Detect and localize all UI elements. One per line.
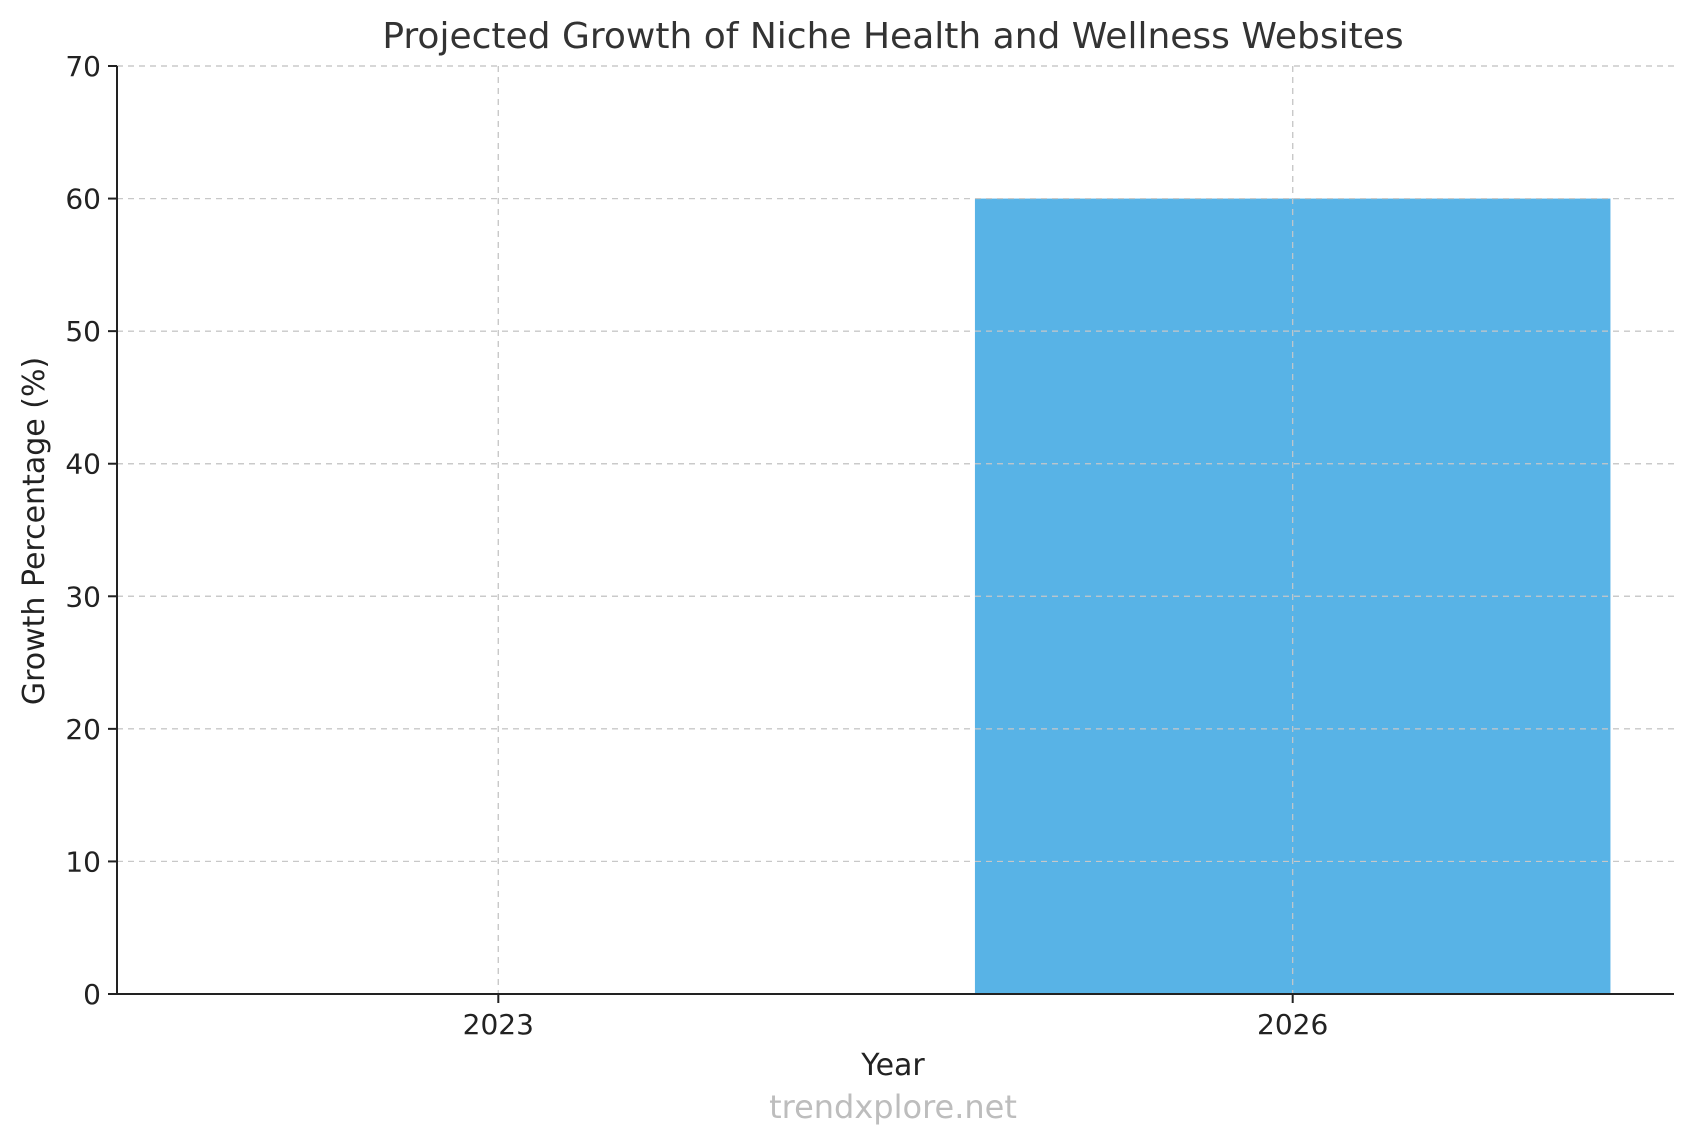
x-ticks: 2023 2026 bbox=[463, 994, 1328, 1041]
y-tick-label: 10 bbox=[65, 845, 101, 878]
bars bbox=[117, 65, 1674, 995]
y-tick-label: 50 bbox=[65, 315, 101, 348]
y-tick-label: 0 bbox=[83, 978, 101, 1011]
y-ticks: 0 10 20 30 40 50 60 70 bbox=[65, 50, 117, 1011]
axes bbox=[116, 66, 1674, 995]
y-tick-label: 20 bbox=[65, 713, 101, 746]
y-tick-label: 70 bbox=[65, 50, 101, 83]
x-tick-label: 2026 bbox=[1257, 1008, 1328, 1041]
y-tick-label: 30 bbox=[65, 580, 101, 613]
y-tick-label: 60 bbox=[65, 183, 101, 216]
y-axis-label: Growth Percentage (%) bbox=[17, 357, 52, 705]
x-tick-label: 2023 bbox=[463, 1008, 534, 1041]
y-tick-label: 40 bbox=[65, 448, 101, 481]
chart-title: Projected Growth of Niche Health and Wel… bbox=[382, 16, 1403, 57]
watermark: trendxplore.net bbox=[769, 1088, 1017, 1126]
x-axis-label: Year bbox=[860, 1048, 925, 1083]
